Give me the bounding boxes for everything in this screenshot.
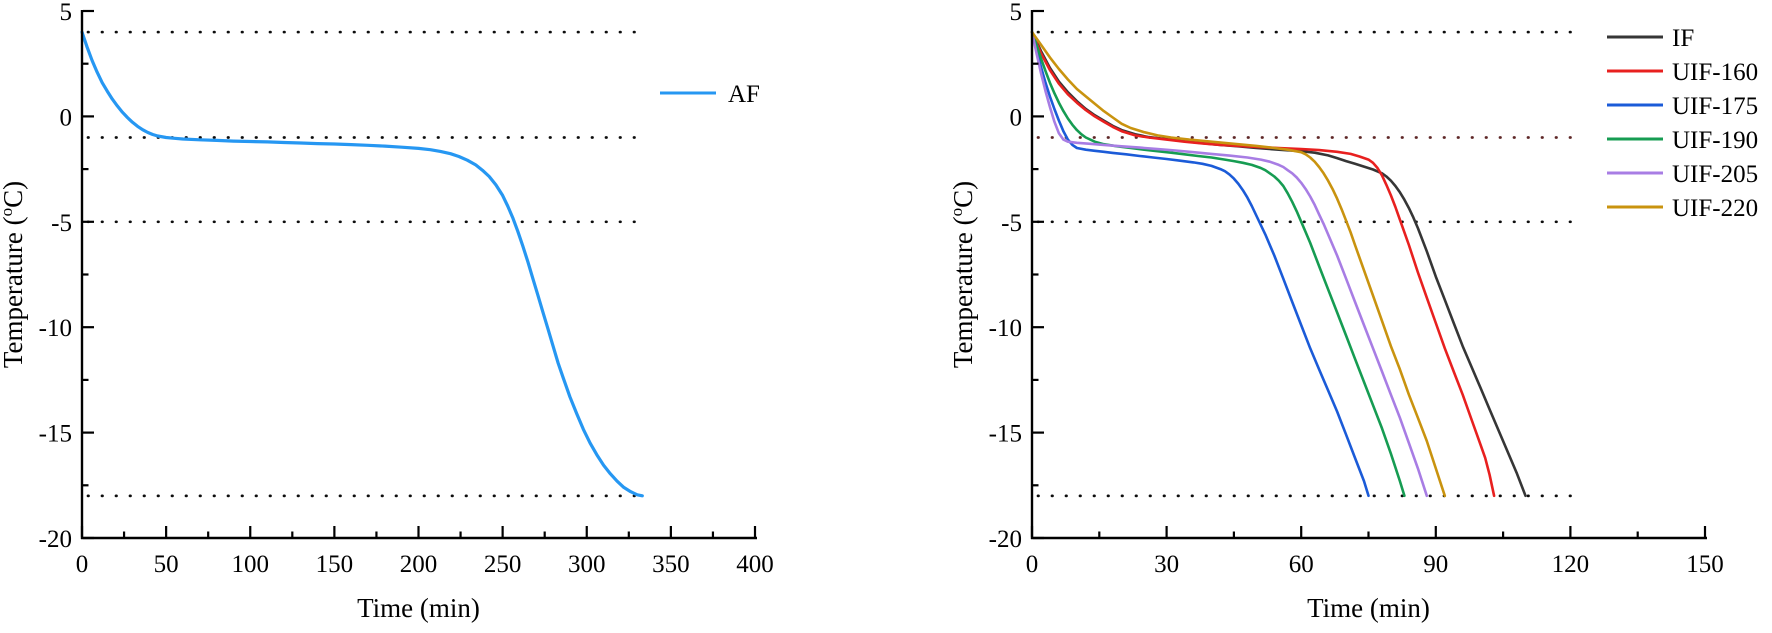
x-tick-label-250: 250 — [484, 551, 522, 578]
legend-label-UIF-220: UIF-220 — [1672, 195, 1758, 222]
y-tick-label--5: -5 — [51, 210, 72, 237]
x-tick-label-30: 30 — [1154, 551, 1179, 578]
x-tick-label-50: 50 — [154, 551, 179, 578]
y-tick-label-0: 0 — [1010, 104, 1023, 131]
x-tick-label-0: 0 — [1026, 551, 1039, 578]
x-axis-title: Time (min) — [1307, 593, 1430, 623]
x-tick-label-350: 350 — [652, 551, 690, 578]
chart-left-panel: 5 0 -5 -10 -15 -20 0 50 100 150 200 250 300 350 400 Tim… — [0, 0, 774, 623]
chart-left-svg: 50-5-10-15-200 50 100 150 200 250 300 350 400Tim… — [0, 0, 774, 623]
y-tick-label--20: -20 — [39, 526, 72, 553]
series-line-UIF-220 — [1030, 30, 1447, 498]
x-tick-label-100: 100 — [232, 551, 270, 578]
x-tick-label-0: 0 — [76, 551, 89, 578]
x-tick-label-90: 90 — [1423, 551, 1448, 578]
y-tick-label--15: -15 — [989, 421, 1022, 448]
y-tick-label-0: 0 — [60, 104, 73, 131]
legend-label-UIF-175: UIF-175 — [1672, 93, 1758, 120]
x-tick-label-200: 200 — [400, 551, 438, 578]
series-line-UIF-205 — [1030, 30, 1429, 498]
y-axis-title: Temperature (oC) — [947, 181, 978, 368]
chart-right-panel: 5 0 -5 -10 -15 -20 0 30 60 90 120 150 Time (min) Temp… — [886, 0, 1772, 633]
y-tick-label--15: -15 — [39, 421, 72, 448]
x-tick-label-150: 150 — [1686, 551, 1724, 578]
y-tick-label-5: 5 — [1010, 0, 1023, 26]
x-tick-label-120: 120 — [1552, 551, 1590, 578]
x-tick-label-150: 150 — [316, 551, 354, 578]
legend-label-UIF-205: UIF-205 — [1672, 161, 1758, 188]
legend-label-AF: AF — [728, 81, 760, 108]
series-line-UIF-175 — [1030, 30, 1370, 498]
series-line-UIF-160 — [1030, 30, 1496, 498]
x-tick-label-400: 400 — [736, 551, 774, 578]
y-tick-label--10: -10 — [989, 315, 1022, 342]
y-tick-label--5: -5 — [1001, 210, 1022, 237]
legend-label-UIF-190: UIF-190 — [1672, 127, 1758, 154]
y-axis-title: Temperature (oC) — [0, 181, 28, 368]
y-tick-label--20: -20 — [989, 526, 1022, 553]
series-line-UIF-190 — [1030, 30, 1406, 498]
x-axis-title: Time (min) — [357, 593, 480, 623]
legend-label-UIF-160: UIF-160 — [1672, 59, 1758, 86]
x-tick-label-60: 60 — [1289, 551, 1314, 578]
legend-label-IF: IF — [1672, 25, 1694, 52]
y-tick-label-5: 5 — [60, 0, 73, 26]
series-line-AF — [80, 30, 644, 498]
x-tick-label-300: 300 — [568, 551, 606, 578]
y-tick-label--10: -10 — [39, 315, 72, 342]
